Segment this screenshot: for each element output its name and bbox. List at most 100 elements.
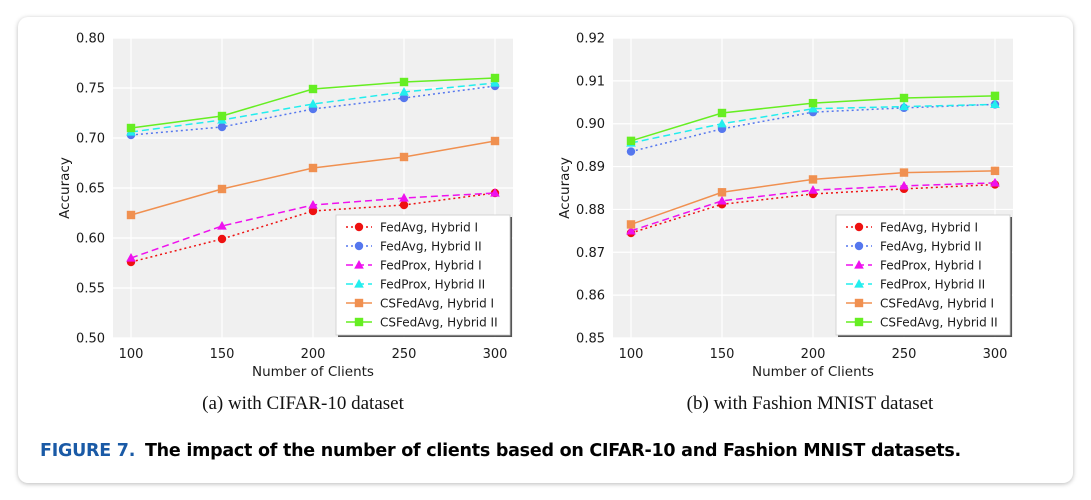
y-tick-label: 0.92 bbox=[576, 32, 605, 47]
series-line bbox=[130, 192, 496, 263]
legend-marker bbox=[854, 222, 864, 232]
figure-caption-text: The impact of the number of clients base… bbox=[144, 441, 961, 461]
y-tick-label: 0.60 bbox=[76, 232, 105, 247]
data-point bbox=[717, 118, 727, 128]
x-tick-label: 250 bbox=[392, 347, 417, 362]
data-point bbox=[899, 93, 909, 103]
x-tick-label: 200 bbox=[801, 347, 826, 362]
data-point bbox=[626, 147, 636, 156]
data-point bbox=[490, 73, 500, 83]
data-point bbox=[308, 163, 318, 173]
data-point bbox=[399, 152, 409, 162]
chart-a: 0.50 0.55 0.60 0.65 0.70 0.75 0.80 100 150 200 250… bbox=[57, 32, 513, 380]
data-point bbox=[399, 93, 409, 103]
x-tick-label: 300 bbox=[983, 347, 1008, 362]
y-tick-label: 0.86 bbox=[576, 289, 605, 304]
subcaption-b: (b) with Fashion MNIST dataset bbox=[686, 393, 934, 414]
legend-item: FedProx, Hybrid II bbox=[846, 277, 985, 291]
legend-marker bbox=[854, 317, 864, 327]
data-point bbox=[217, 221, 227, 230]
legend-item: CSFedAvg, Hybrid I bbox=[346, 296, 494, 310]
legend-label: FedProx, Hybrid I bbox=[880, 258, 982, 272]
data-point bbox=[808, 103, 818, 113]
legend-marker bbox=[854, 260, 864, 269]
data-point bbox=[217, 184, 227, 194]
legend-label: CSFedAvg, Hybrid I bbox=[880, 296, 994, 310]
legend-label: CSFedAvg, Hybrid I bbox=[380, 296, 494, 310]
y-tick-label: 0.50 bbox=[76, 332, 105, 347]
data-point bbox=[899, 101, 909, 111]
legend-a: FedAvg, Hybrid I FedAvg, Hybrid II FedProx… bbox=[335, 214, 512, 337]
series-line bbox=[130, 82, 496, 133]
chart-b: 0.85 0.86 0.87 0.88 0.89 0.90 0.91 0.92 100 150 20… bbox=[557, 32, 1013, 380]
data-point bbox=[990, 177, 1000, 187]
legend-label: FedAvg, Hybrid I bbox=[880, 220, 978, 234]
data-point bbox=[717, 188, 727, 197]
series-csfedavg-hybrid-ii bbox=[126, 73, 500, 133]
legend-label: FedAvg, Hybrid I bbox=[380, 220, 478, 234]
data-point bbox=[490, 188, 500, 197]
legend-item: CSFedAvg, Hybrid I bbox=[846, 296, 994, 310]
y-tick-label: 0.89 bbox=[576, 160, 605, 175]
series-csfedavg-hybrid-i bbox=[626, 166, 1000, 229]
legend-box bbox=[335, 214, 511, 336]
data-point bbox=[717, 195, 727, 205]
data-point bbox=[626, 220, 636, 229]
data-point bbox=[490, 78, 500, 87]
legend-label: CSFedAvg, Hybrid II bbox=[880, 315, 998, 329]
x-tick-label: 100 bbox=[119, 347, 144, 362]
legend-box bbox=[835, 214, 1011, 336]
x-tick-label: 200 bbox=[301, 347, 326, 362]
data-point bbox=[126, 123, 136, 133]
data-point bbox=[717, 108, 727, 118]
legend-marker bbox=[354, 298, 364, 308]
x-tick-label: 300 bbox=[483, 347, 508, 362]
legend-item: FedAvg, Hybrid I bbox=[346, 220, 478, 234]
series-csfedavg-hybrid-i bbox=[126, 136, 500, 220]
series-line bbox=[130, 85, 496, 136]
series-fedprox-hybrid-i bbox=[626, 177, 1000, 235]
legend-marker bbox=[354, 317, 364, 327]
data-point bbox=[399, 77, 409, 87]
legend-item: FedAvg, Hybrid II bbox=[846, 239, 982, 253]
legend-label: FedProx, Hybrid II bbox=[880, 277, 985, 291]
figure-caption: FIGURE 7. The impact of the number of cl… bbox=[40, 441, 961, 461]
subcaption-a: (a) with CIFAR-10 dataset bbox=[202, 393, 404, 414]
legend-item: FedProx, Hybrid I bbox=[346, 258, 482, 272]
data-point bbox=[808, 98, 818, 108]
data-point bbox=[217, 234, 227, 244]
data-point bbox=[990, 91, 1000, 101]
data-point bbox=[308, 206, 318, 216]
legend-item: FedProx, Hybrid I bbox=[846, 258, 982, 272]
data-point bbox=[899, 180, 909, 190]
data-point bbox=[899, 168, 909, 177]
x-tick-label: 100 bbox=[619, 347, 644, 362]
data-point bbox=[490, 136, 500, 146]
y-tick-label: 0.87 bbox=[576, 246, 605, 261]
legend-label: FedProx, Hybrid I bbox=[380, 258, 482, 272]
y-axis-label: Accuracy bbox=[557, 157, 573, 219]
data-point bbox=[990, 166, 1000, 176]
legend-marker bbox=[354, 260, 364, 269]
x-tick-label: 150 bbox=[710, 347, 735, 362]
data-point bbox=[126, 210, 136, 220]
x-tick-label: 250 bbox=[892, 347, 917, 362]
legend-item: CSFedAvg, Hybrid II bbox=[846, 315, 998, 329]
x-tick-label: 150 bbox=[210, 347, 235, 362]
data-point bbox=[308, 200, 318, 209]
legend-item: FedProx, Hybrid II bbox=[346, 277, 485, 291]
data-point bbox=[626, 225, 636, 235]
legend-label: FedProx, Hybrid II bbox=[380, 277, 485, 291]
chart-panel-a: 0.50 0.55 0.60 0.65 0.70 0.75 0.80 100 150 200 250… bbox=[57, 31, 533, 380]
y-tick-label: 0.91 bbox=[576, 74, 605, 89]
legend-marker bbox=[354, 279, 364, 288]
figure-card: 0.50 0.55 0.60 0.65 0.70 0.75 0.80 100 150 200 250… bbox=[18, 17, 1073, 483]
data-point bbox=[126, 253, 136, 262]
y-tick-label: 0.88 bbox=[576, 203, 605, 218]
legend-marker bbox=[354, 222, 364, 232]
chart-panel-b: 0.85 0.86 0.87 0.88 0.89 0.90 0.91 0.92 100 150 20… bbox=[557, 31, 1033, 380]
data-point bbox=[990, 99, 1000, 109]
y-tick-label: 0.80 bbox=[76, 32, 105, 47]
series-fedprox-hybrid-i bbox=[126, 188, 500, 262]
legend-marker bbox=[354, 241, 364, 251]
